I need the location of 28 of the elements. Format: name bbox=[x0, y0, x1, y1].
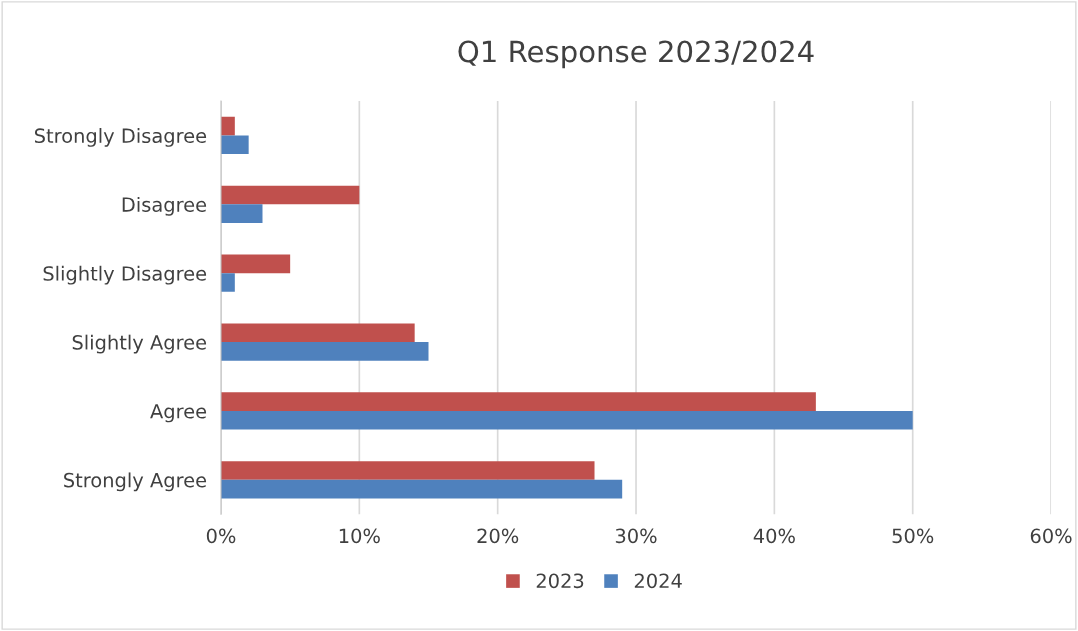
bar bbox=[220, 342, 429, 361]
legend-label: 2024 bbox=[634, 573, 682, 589]
legend-label: 2023 bbox=[536, 573, 584, 589]
bar bbox=[220, 116, 235, 136]
bar bbox=[220, 273, 235, 292]
bar bbox=[220, 410, 913, 430]
x-tick-label: 10% bbox=[339, 528, 380, 544]
bar bbox=[220, 254, 291, 274]
y-tick-label: Agree bbox=[150, 404, 207, 423]
bar bbox=[220, 185, 360, 205]
x-tick-label: 60% bbox=[1030, 528, 1072, 544]
x-tick-label: 50% bbox=[892, 528, 934, 544]
bar bbox=[220, 392, 816, 411]
x-tick-label: 0% bbox=[206, 528, 236, 544]
y-tick-label: Disagree bbox=[122, 196, 207, 216]
y-tick-label: Slightly Agree bbox=[72, 334, 207, 354]
x-tick-label: 40% bbox=[753, 528, 795, 544]
y-tick-label: Strongly Disagree bbox=[34, 128, 207, 147]
bar bbox=[220, 461, 595, 480]
x-tick-label: 20% bbox=[477, 528, 519, 544]
y-tick-label: Strongly Agree bbox=[64, 472, 207, 492]
x-tick-label: 30% bbox=[615, 528, 657, 544]
bar bbox=[220, 479, 623, 499]
bar bbox=[220, 204, 263, 223]
y-tick-label: Slightly Disagree bbox=[43, 265, 207, 285]
bar bbox=[220, 323, 415, 343]
bar bbox=[220, 135, 249, 154]
chart-title: Q1 Response 2023/2024 bbox=[458, 40, 814, 69]
